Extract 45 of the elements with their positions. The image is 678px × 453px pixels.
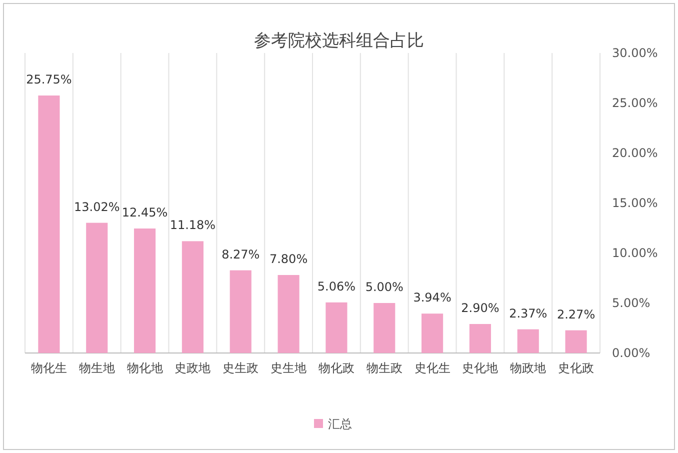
y-tick-label: 10.00% [612, 246, 658, 260]
y-tick-label: 15.00% [612, 196, 658, 210]
x-tick-label: 物化地 [126, 361, 163, 375]
x-tick-label: 物政地 [510, 361, 546, 375]
data-label: 11.18% [170, 218, 216, 232]
chart-title: 参考院校选科组合占比 [254, 31, 424, 51]
x-tick-label: 史生地 [270, 361, 307, 375]
bar [86, 222, 108, 353]
y-tick-label: 30.00% [612, 46, 658, 60]
x-tick-label: 史化生 [414, 361, 450, 375]
x-tick-label: 史政地 [174, 361, 211, 375]
data-label: 3.94% [413, 290, 452, 305]
x-tick-label: 史生政 [222, 361, 259, 375]
x-tick-label: 史化地 [462, 361, 498, 375]
data-label: 2.90% [461, 301, 500, 315]
x-tick-label: 物化政 [318, 361, 354, 375]
bar [326, 302, 348, 353]
legend-label: 汇总 [328, 417, 352, 431]
data-label: 12.45% [122, 206, 168, 220]
data-label: 2.37% [509, 306, 548, 320]
bar [134, 228, 156, 353]
bar [374, 303, 396, 353]
data-label: 8.27% [222, 247, 260, 262]
bar [422, 314, 444, 353]
bar [182, 241, 204, 353]
data-label: 5.06% [317, 279, 356, 294]
y-tick-label: 20.00% [612, 146, 658, 160]
x-tick-label: 物生地 [78, 361, 115, 375]
data-label: 2.27% [556, 307, 596, 322]
bar [517, 329, 539, 353]
y-tick-label: 5.00% [612, 296, 650, 310]
x-tick-label: 物生政 [366, 361, 402, 375]
data-label: 25.75% [26, 72, 72, 86]
y-tick-label: 0.00% [612, 346, 650, 360]
y-tick-label: 25.00% [612, 96, 658, 110]
bar [38, 96, 60, 353]
data-label: 7.80% [269, 252, 308, 266]
bar [565, 330, 587, 353]
data-label: 5.00% [365, 280, 404, 294]
data-label: 13.02% [74, 200, 120, 214]
x-tick-label: 史化政 [558, 361, 594, 375]
bar [230, 270, 252, 353]
bar [469, 324, 491, 353]
bar [278, 275, 300, 353]
x-tick-label: 物化生 [30, 361, 67, 375]
